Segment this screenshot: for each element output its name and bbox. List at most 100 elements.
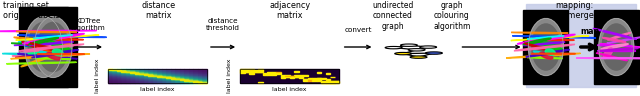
Ellipse shape — [576, 58, 640, 59]
Bar — [193, 79, 198, 80]
Bar — [157, 73, 162, 74]
Bar — [125, 81, 130, 82]
Ellipse shape — [35, 17, 72, 77]
Bar — [108, 70, 112, 71]
Bar — [108, 74, 112, 75]
Bar — [180, 72, 184, 73]
Bar — [130, 82, 134, 83]
Bar — [112, 80, 116, 81]
Bar — [112, 74, 116, 75]
Bar — [175, 82, 180, 83]
Bar — [317, 78, 321, 79]
Bar — [152, 76, 157, 77]
Bar — [180, 80, 184, 81]
Bar — [152, 72, 157, 73]
Bar — [143, 74, 148, 75]
Bar — [267, 73, 271, 74]
Bar — [175, 78, 180, 79]
Bar — [262, 74, 267, 75]
Ellipse shape — [11, 43, 57, 44]
Bar — [157, 71, 162, 72]
Bar — [139, 74, 143, 75]
Bar — [152, 73, 157, 74]
Circle shape — [408, 49, 425, 51]
Bar — [189, 76, 193, 77]
Bar — [258, 71, 262, 72]
Bar — [335, 81, 339, 82]
Bar — [125, 79, 130, 80]
Bar — [130, 77, 134, 78]
Bar — [121, 72, 125, 73]
Bar — [202, 73, 207, 74]
Bar — [240, 69, 244, 70]
Bar — [294, 71, 299, 72]
Bar — [130, 71, 134, 72]
Bar — [317, 79, 321, 80]
Bar — [125, 71, 130, 72]
Bar — [143, 70, 148, 71]
Bar — [134, 82, 139, 83]
Ellipse shape — [16, 31, 77, 32]
Ellipse shape — [46, 40, 72, 52]
Bar — [285, 76, 289, 77]
Bar — [108, 78, 112, 79]
Bar — [175, 71, 180, 72]
Bar — [143, 76, 148, 77]
Bar — [189, 78, 193, 79]
Bar — [285, 75, 289, 76]
Bar — [116, 73, 121, 74]
Bar — [180, 70, 184, 71]
Bar — [139, 78, 143, 79]
Bar — [326, 82, 330, 83]
Bar — [157, 78, 162, 79]
Text: undirected
connected
graph: undirected connected graph — [372, 1, 413, 31]
Bar — [130, 81, 134, 82]
Bar — [157, 82, 162, 83]
Bar — [184, 81, 189, 82]
Bar — [189, 72, 193, 73]
Text: label index: label index — [95, 59, 100, 93]
Bar — [184, 73, 189, 74]
Bar — [171, 70, 175, 71]
Bar — [166, 82, 171, 83]
Bar — [175, 72, 180, 73]
Bar — [121, 75, 125, 76]
Bar — [162, 74, 166, 75]
Bar — [202, 75, 207, 76]
Bar — [335, 82, 339, 83]
Bar — [303, 75, 308, 76]
Bar — [202, 81, 207, 82]
Bar — [258, 70, 262, 71]
Bar — [116, 78, 121, 79]
Ellipse shape — [36, 39, 52, 46]
Bar — [130, 72, 134, 73]
Bar — [121, 71, 125, 72]
Bar — [299, 76, 303, 77]
Ellipse shape — [597, 45, 632, 46]
Bar — [134, 78, 139, 79]
Ellipse shape — [18, 38, 68, 42]
Text: mapping:
original to merged labels: mapping: original to merged labels — [524, 1, 625, 20]
Bar — [134, 76, 139, 77]
Bar — [198, 78, 202, 79]
Bar — [130, 74, 134, 75]
Bar — [202, 77, 207, 78]
Bar — [108, 80, 112, 81]
Ellipse shape — [529, 19, 563, 75]
Bar — [157, 76, 162, 77]
Bar — [139, 72, 143, 73]
Bar — [189, 74, 193, 75]
Bar — [184, 71, 189, 72]
Bar — [152, 81, 157, 82]
Bar — [157, 79, 162, 80]
Bar — [166, 69, 171, 70]
Bar — [202, 72, 207, 73]
Bar — [189, 81, 193, 82]
Bar — [184, 75, 189, 76]
Bar — [125, 82, 130, 83]
Bar — [326, 81, 330, 82]
Bar — [157, 80, 162, 81]
Text: label index: label index — [227, 59, 232, 93]
Bar — [244, 71, 249, 72]
Bar — [175, 73, 180, 74]
